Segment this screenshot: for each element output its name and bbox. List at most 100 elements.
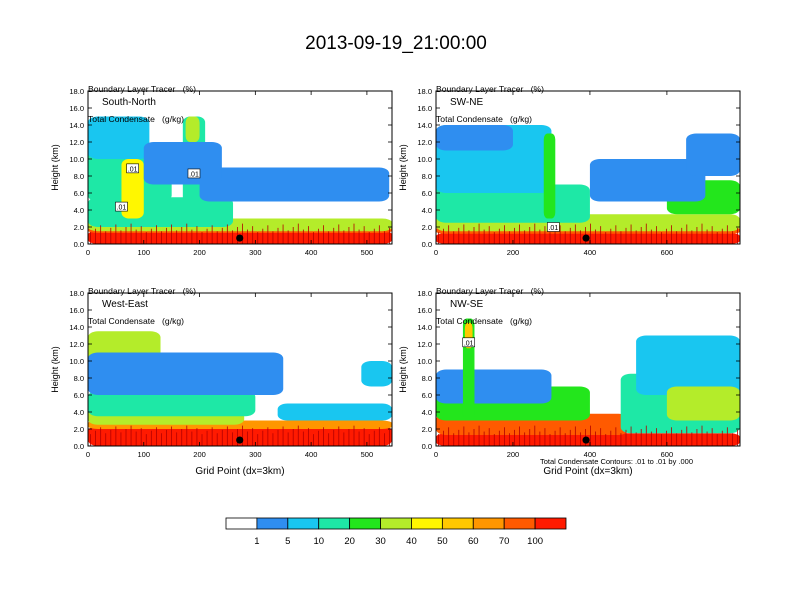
colorbar-swatch (503, 517, 536, 530)
y-tick-label: 14.0 (417, 121, 432, 130)
x-tick-label: 500 (361, 248, 374, 257)
y-tick-label: 16.0 (69, 306, 84, 315)
contour-label: .01 (128, 166, 138, 173)
panel-3-subtitle: Boundary Layer Tracer (%) Total Condensa… (88, 266, 196, 336)
x-tick-label: 0 (86, 450, 90, 459)
colorbar-tick-label: 60 (468, 536, 479, 547)
y-tick-label: 0.0 (74, 442, 84, 451)
contour-label-box (115, 201, 128, 212)
panel-2-subtitle: Boundary Layer Tracer (%) Total Condensa… (436, 64, 544, 134)
contour-label: .01 (189, 171, 199, 178)
colorbar-swatch (349, 517, 381, 530)
y-tick-label: 10.0 (417, 357, 432, 366)
x-tick-label: 100 (138, 450, 151, 459)
panel-label: South-North (102, 97, 156, 108)
y-tick-label: 16.0 (417, 104, 432, 113)
x-tick-label: 600 (661, 248, 674, 257)
colorbar-swatch (318, 517, 351, 530)
colorbar-tick-label: 70 (499, 536, 510, 547)
tracer-field (436, 318, 740, 446)
x-axis-label: Grid Point (dx=3km) (543, 466, 632, 477)
y-axis-label: Height (km) (50, 346, 60, 393)
plot-frame (87, 292, 393, 447)
panel-label: NW-SE (450, 299, 483, 310)
tracer-region (543, 133, 556, 219)
contour-label: .01 (117, 205, 127, 212)
y-axis-label: Height (km) (398, 144, 408, 191)
subtitle-line-1: Boundary Layer Tracer (%) (88, 84, 196, 94)
panel-1-subtitle: Boundary Layer Tracer (%) Total Condensa… (88, 64, 196, 134)
y-tick-label: 8.0 (422, 172, 432, 181)
contour-footnote: Total Condensate Contours: .01 to .01 by… (540, 457, 694, 466)
tracer-region (88, 116, 150, 159)
tracer-region (436, 125, 513, 151)
tracer-region (636, 335, 740, 395)
x-tick-label: 500 (361, 450, 374, 459)
y-tick-label: 4.0 (74, 408, 84, 417)
contour-label: .01 (464, 340, 474, 347)
y-tick-label: 4.0 (74, 206, 84, 215)
x-tick-label: 0 (86, 248, 90, 257)
contour-label-box (187, 168, 201, 179)
x-tick-label: 300 (249, 248, 262, 257)
tracer-region (589, 159, 706, 202)
colorbar-tick-label: 10 (313, 536, 324, 547)
colorbar-tick-label: 30 (375, 536, 386, 547)
x-tick-label: 200 (507, 450, 520, 459)
subtitle-line-2: Total Condensate (g/kg) (88, 316, 185, 326)
colorbar-swatch (380, 517, 412, 530)
panel-label-bg (448, 95, 483, 108)
tracer-region (88, 390, 256, 417)
plot-frame (87, 90, 393, 245)
y-tick-label: 2.0 (74, 223, 84, 232)
panel-label-bg (100, 95, 170, 108)
contour-label-box (547, 222, 560, 232)
colorbar-swatch (411, 517, 443, 530)
panel-4-subtitle: Boundary Layer Tracer (%) Total Condensa… (436, 266, 544, 336)
contour-label: .01 (548, 225, 558, 232)
x-tick-label: 600 (661, 450, 674, 459)
panel-label: West-East (102, 299, 148, 310)
y-tick-label: 16.0 (417, 306, 432, 315)
y-tick-label: 6.0 (74, 189, 84, 198)
subtitle-line-1: Boundary Layer Tracer (%) (436, 84, 544, 94)
colorbar-swatch (225, 517, 258, 530)
y-tick-label: 12.0 (69, 138, 84, 147)
y-tick-label: 14.0 (69, 323, 84, 332)
y-axis-label: Height (km) (398, 346, 408, 393)
panel-3: 0.0 2.0 4.0 6.0 8.0 10.0 12.0 14.0 16.0 18.0 0 100 2… (50, 289, 393, 477)
tracer-region (686, 133, 740, 176)
colorbar-swatch (287, 517, 320, 530)
colorbar-swatch (256, 517, 289, 530)
y-axis-label: Height (km) (50, 144, 60, 191)
colorbar-tick-label: 100 (527, 536, 543, 547)
y-tick-label: 16.0 (69, 104, 84, 113)
y-tick-label: 18.0 (69, 87, 84, 96)
location-marker (582, 436, 590, 444)
y-tick-label: 0.0 (422, 240, 432, 249)
y-tick-label: 0.0 (422, 442, 432, 451)
location-marker (582, 234, 590, 242)
contour-label-box (126, 163, 139, 174)
subtitle-line-1: Boundary Layer Tracer (%) (436, 286, 544, 296)
location-marker (236, 234, 244, 242)
y-tick-label: 4.0 (422, 206, 432, 215)
y-tick-label: 8.0 (422, 374, 432, 383)
y-tick-label: 6.0 (422, 391, 432, 400)
y-tick-label: 10.0 (69, 357, 84, 366)
y-tick-label: 6.0 (74, 391, 84, 400)
tracer-region (143, 142, 222, 185)
plot-frame (435, 90, 741, 245)
panel-2: .01 0.0 2.0 4.0 6.0 8.0 10.0 12.0 14.0 16.0 18.0 0 2… (398, 87, 741, 257)
colorbar-tick-label: 5 (285, 536, 290, 547)
panel-label-bg (448, 297, 483, 310)
y-tick-label: 14.0 (69, 121, 84, 130)
y-tick-label: 18.0 (69, 289, 84, 298)
colorbar-tick-label: 20 (344, 536, 355, 547)
tracer-region (277, 403, 392, 421)
x-tick-label: 200 (193, 450, 206, 459)
tracer-region (436, 369, 552, 404)
tracer-region (199, 167, 390, 202)
panel-4: .01 0.0 2.0 4.0 6.0 8.0 10.0 12.0 14.0 16.0 18.0 0 2… (398, 289, 741, 477)
